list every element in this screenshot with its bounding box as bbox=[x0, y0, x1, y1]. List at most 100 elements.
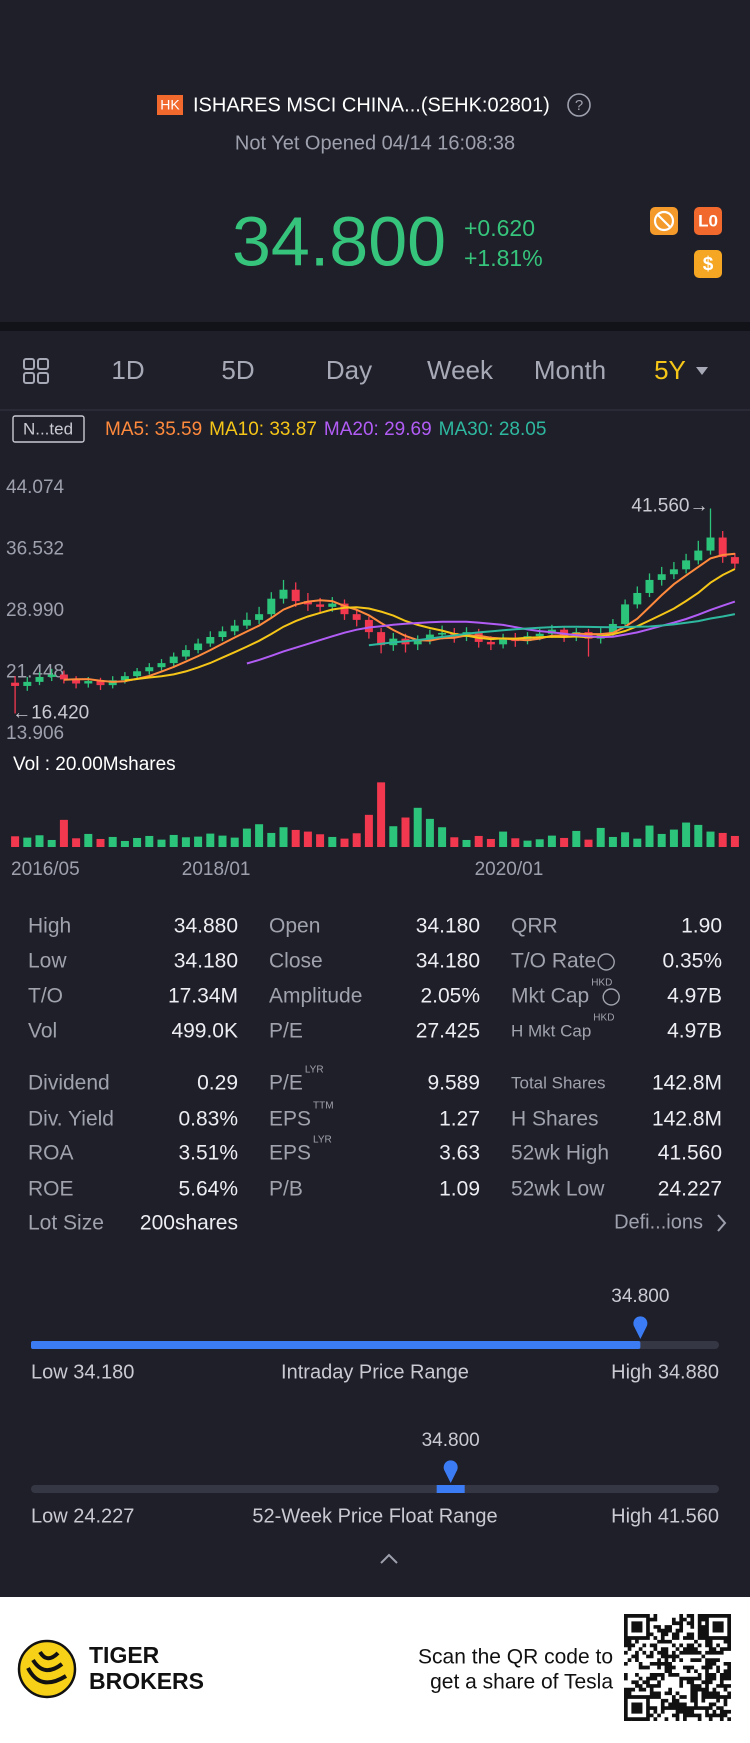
candle-body bbox=[584, 632, 593, 639]
stat-label-sup: TTM bbox=[313, 1101, 334, 1112]
stat-label: QRR bbox=[511, 915, 558, 938]
x-tick-label: 2020/01 bbox=[475, 859, 544, 880]
stat-label: EPS bbox=[269, 1142, 311, 1165]
level-badge[interactable] bbox=[694, 207, 722, 235]
stat-label-sup: HKD bbox=[593, 1013, 614, 1024]
stat-label: Close bbox=[269, 950, 323, 973]
range-pin bbox=[443, 1460, 458, 1483]
volume-bar bbox=[621, 832, 630, 847]
layout-icon-cell bbox=[23, 358, 35, 370]
period-tab[interactable]: 5Y bbox=[654, 355, 686, 385]
margin-badge[interactable] bbox=[694, 250, 722, 278]
period-tab[interactable]: 5D bbox=[221, 355, 254, 385]
stat-label: 52wk Low bbox=[511, 1178, 605, 1201]
ma-legend: MA10: 33.87 bbox=[209, 419, 317, 440]
candle-body bbox=[181, 650, 190, 657]
candle-body bbox=[96, 681, 105, 686]
candle-body bbox=[267, 598, 276, 615]
volume-bar bbox=[560, 837, 569, 847]
volume-bar bbox=[169, 834, 178, 847]
volume-bar bbox=[23, 837, 32, 847]
volume-bar bbox=[450, 837, 459, 847]
volume-bar bbox=[157, 839, 166, 847]
period-tab[interactable]: Month bbox=[534, 355, 606, 385]
period-tab[interactable]: Day bbox=[326, 355, 372, 385]
ma-legend: MA5: 35.59 bbox=[105, 419, 202, 440]
ma-legend: MA20: 29.69 bbox=[324, 419, 432, 440]
volume-bar bbox=[523, 840, 532, 847]
volume-bar bbox=[596, 827, 605, 847]
volume-bar bbox=[486, 838, 495, 847]
volume-bar bbox=[316, 834, 325, 847]
max-annotation: 41.560→ bbox=[631, 496, 708, 517]
banner-text: get a share of Tesla bbox=[430, 1671, 613, 1694]
price-ranges: 34.800 Low 34.180 Intraday Price Range High… bbox=[31, 1286, 719, 1527]
candle-body bbox=[84, 681, 93, 684]
chevron-right bbox=[717, 1214, 727, 1232]
range-low: Low 24.227 bbox=[31, 1505, 134, 1527]
stat-value: 34.180 bbox=[416, 915, 480, 938]
stat-value: 2.05% bbox=[420, 985, 480, 1008]
level-badge-text: L0 bbox=[698, 211, 718, 230]
volume-bar bbox=[438, 827, 447, 847]
separator bbox=[0, 322, 750, 331]
stat-value: 0.35% bbox=[662, 950, 722, 973]
stat-value: 3.63 bbox=[439, 1142, 480, 1165]
range-current-label: 34.800 bbox=[611, 1286, 669, 1307]
ma-legend: MA30: 28.05 bbox=[439, 419, 547, 440]
candle-body bbox=[340, 603, 349, 615]
candle-body bbox=[645, 579, 654, 593]
volume-bar bbox=[291, 829, 300, 847]
volume-bar bbox=[462, 839, 471, 847]
stat-value: 4.97B bbox=[667, 1020, 722, 1043]
stat-label: Amplitude bbox=[269, 985, 362, 1008]
volume-bar bbox=[425, 818, 434, 847]
qr-modules bbox=[624, 1614, 731, 1721]
candle-body bbox=[633, 592, 642, 605]
collapse-chevron[interactable] bbox=[380, 1553, 398, 1564]
x-tick-label: 2018/01 bbox=[182, 859, 251, 880]
volume-label: Vol : 20.00Mshares bbox=[13, 754, 176, 775]
indicator-box[interactable] bbox=[12, 415, 85, 443]
price-change-pct: +1.81% bbox=[464, 245, 543, 271]
ma-line bbox=[368, 613, 736, 647]
stat-label: Dividend bbox=[28, 1072, 110, 1095]
volume-bar bbox=[267, 832, 276, 847]
info-icon[interactable] bbox=[602, 988, 620, 1006]
period-tab[interactable]: 1D bbox=[111, 355, 144, 385]
period-tab[interactable]: Week bbox=[427, 355, 494, 385]
stat-value: 142.8M bbox=[652, 1108, 722, 1131]
stat-label: Vol bbox=[28, 1020, 57, 1043]
x-tick-label: 2016/05 bbox=[11, 859, 80, 880]
stat-label: Div. Yield bbox=[28, 1108, 114, 1131]
volume-bar bbox=[377, 782, 386, 847]
volume-bar bbox=[364, 814, 373, 847]
volume-bar bbox=[194, 836, 203, 847]
candle-body bbox=[608, 623, 617, 634]
candle-body bbox=[35, 676, 44, 682]
y-tick-label: 28.990 bbox=[6, 600, 64, 621]
range-title: Intraday Price Range bbox=[281, 1361, 469, 1383]
candle-body bbox=[230, 625, 239, 632]
volume-bar bbox=[145, 835, 154, 847]
indicator-label: N...ted bbox=[23, 419, 73, 438]
stat-label: T/O bbox=[28, 985, 63, 1008]
help-icon[interactable] bbox=[567, 93, 591, 117]
layout-icon[interactable] bbox=[23, 358, 49, 384]
stat-value: 142.8M bbox=[652, 1072, 722, 1095]
range-current-label: 34.800 bbox=[422, 1430, 480, 1451]
stat-value: 41.560 bbox=[658, 1142, 722, 1165]
stat-label: T/O Rate bbox=[511, 950, 596, 973]
volume-bar bbox=[535, 839, 544, 847]
stat-value: 34.180 bbox=[174, 950, 238, 973]
info-icon[interactable] bbox=[597, 953, 615, 971]
volume-bar bbox=[413, 807, 422, 847]
qr-code bbox=[624, 1614, 731, 1721]
stat-label: ROA bbox=[28, 1142, 74, 1165]
definitions-link[interactable]: Defi...ions bbox=[614, 1211, 703, 1233]
volume-bar bbox=[72, 838, 81, 847]
range-low: Low 34.180 bbox=[31, 1361, 134, 1383]
candle-body bbox=[23, 681, 32, 686]
